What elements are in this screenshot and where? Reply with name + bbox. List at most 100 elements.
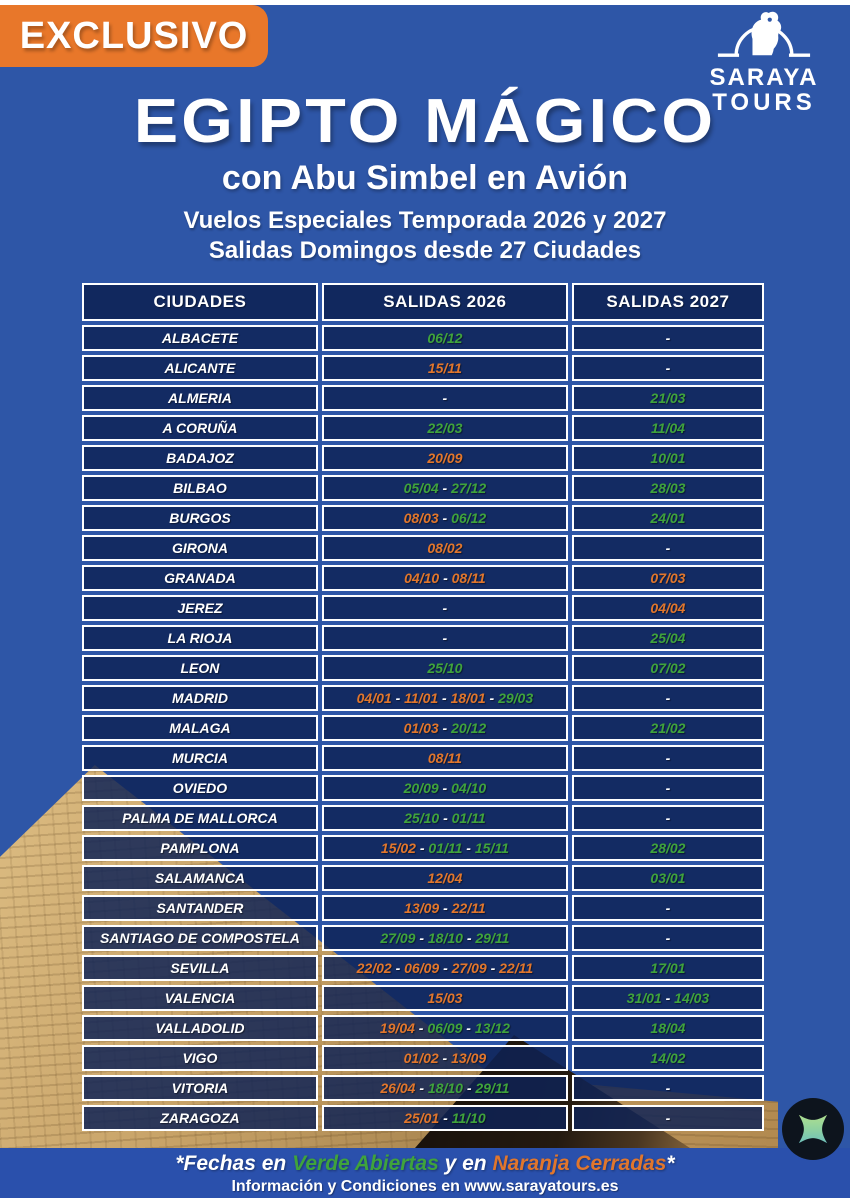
table-row: VIGO 01/02 - 13/09 14/02 (82, 1045, 764, 1071)
table-row: MURCIA 08/11 - (82, 745, 764, 771)
date-open: 14/02 (650, 1050, 686, 1066)
table-row: A CORUÑA 22/03 11/04 (82, 415, 764, 441)
city-cell: BILBAO (82, 475, 318, 501)
table-row: LEON 25/10 07/02 (82, 655, 764, 681)
schedule-rows: ALBACETE 06/12- ALICANTE 15/11- ALMERIA -21/0… (82, 325, 764, 1131)
city-cell: SANTIAGO DE COMPOSTELA (82, 925, 318, 951)
salidas-2027-cell: 04/04 (571, 595, 764, 621)
salidas-2026-cell: 26/04 - 18/10 - 29/11 (321, 1075, 568, 1101)
header-salidas-2026: SALIDAS 2026 (321, 283, 568, 321)
date-open: 22/03 (427, 420, 463, 436)
date-none: - (665, 330, 671, 346)
salidas-2027-cell: 10/01 (571, 445, 764, 471)
salidas-2027-cell: 07/02 (571, 655, 764, 681)
city-cell: LEON (82, 655, 318, 681)
date-open: 06/12 (451, 510, 487, 526)
table-row: GIRONA 08/02 - (82, 535, 764, 561)
date-separator: - (414, 1020, 428, 1036)
date-open: 13/12 (474, 1020, 510, 1036)
date-open: 25/10 (427, 660, 463, 676)
date-open: 29/03 (498, 690, 534, 706)
date-open: 11/04 (650, 420, 685, 436)
date-open: 07/02 (650, 660, 686, 676)
legend-note: *Fechas en Verde Abiertas y en Naranja C… (0, 1151, 850, 1177)
salidas-2027-cell: - (571, 355, 764, 381)
salidas-2026-cell: 08/02 (321, 535, 568, 561)
table-row: MADRID 04/01 - 11/01 - 18/01 - 29/03- (82, 685, 764, 711)
date-closed: 04/01 (356, 690, 392, 706)
salidas-2027-cell: 14/02 (571, 1045, 764, 1071)
date-closed: 11/01 (404, 690, 439, 706)
table-row: BURGOS 08/03 - 06/12 24/01 (82, 505, 764, 531)
salidas-2027-cell: 25/04 (571, 625, 764, 651)
table-row: ALICANTE 15/11 - (82, 355, 764, 381)
schedule-table: CIUDADES SALIDAS 2026 SALIDAS 2027 ALBAC… (78, 279, 768, 1135)
date-separator: - (439, 1110, 452, 1126)
date-closed: 13/09 (451, 1050, 487, 1066)
date-none: - (442, 630, 448, 646)
city-cell: MURCIA (82, 745, 318, 771)
date-open: 01/11 (428, 840, 463, 856)
date-separator: - (439, 900, 452, 916)
date-separator: - (438, 780, 452, 796)
salidas-2026-cell: 01/02 - 13/09 (321, 1045, 568, 1071)
date-separator: - (438, 720, 452, 736)
table-row: BADAJOZ 20/09 10/01 (82, 445, 764, 471)
date-closed: 15/02 (380, 840, 416, 856)
date-open: 14/03 (674, 990, 710, 1006)
date-open: 29/11 (475, 930, 510, 946)
date-none: - (442, 600, 448, 616)
sparkle-star-icon[interactable] (781, 1097, 845, 1161)
table-row: BILBAO 05/04 - 27/12 28/03 (82, 475, 764, 501)
date-closed: 26/04 (380, 1080, 416, 1096)
salidas-2026-cell: 01/03 - 20/12 (321, 715, 568, 741)
pharaoh-arch-icon (696, 7, 832, 65)
date-open: 27/12 (451, 480, 487, 496)
salidas-2027-cell: 18/04 (571, 1015, 764, 1041)
date-open: 31/01 (626, 990, 662, 1006)
city-cell: OVIEDO (82, 775, 318, 801)
city-cell: MADRID (82, 685, 318, 711)
date-closed: 01/02 (403, 1050, 439, 1066)
date-none: - (665, 360, 671, 376)
date-none: - (665, 750, 671, 766)
date-separator: - (462, 840, 475, 856)
header-ciudades: CIUDADES (82, 283, 318, 321)
date-closed: 22/02 (356, 960, 392, 976)
date-separator: - (415, 930, 428, 946)
date-closed: 06/09 (404, 960, 440, 976)
table-row: PAMPLONA 15/02 - 01/11 - 15/11 28/02 (82, 835, 764, 861)
date-open: 27/09 (380, 930, 416, 946)
date-none: - (665, 930, 671, 946)
salidas-2026-cell: 12/04 (321, 865, 568, 891)
date-closed: 22/11 (451, 900, 486, 916)
city-cell: VIGO (82, 1045, 318, 1071)
date-open: 20/12 (451, 720, 487, 736)
table-row: ALBACETE 06/12 - (82, 325, 764, 351)
salidas-2026-cell: 08/11 (321, 745, 568, 771)
city-cell: ZARAGOZA (82, 1105, 318, 1131)
city-cell: JEREZ (82, 595, 318, 621)
table-row: GRANADA 04/10 - 08/11 07/03 (82, 565, 764, 591)
salidas-2027-cell: 28/03 (571, 475, 764, 501)
date-separator: - (415, 840, 429, 856)
salidas-2026-cell: 25/10 - 01/11 (321, 805, 568, 831)
city-cell: A CORUÑA (82, 415, 318, 441)
table-row: VALENCIA 15/03 31/01 - 14/03 (82, 985, 764, 1011)
date-open: 11/10 (451, 1110, 486, 1126)
date-open: 25/04 (650, 630, 686, 646)
date-closed: 18/01 (450, 690, 486, 706)
date-closed: 04/04 (650, 600, 686, 616)
date-closed: 13/09 (404, 900, 440, 916)
salidas-2027-cell: 07/03 (571, 565, 764, 591)
salidas-2026-cell: 05/04 - 27/12 (321, 475, 568, 501)
date-open: 17/01 (650, 960, 686, 976)
brand-logo: SARAYA TOURS (696, 7, 832, 115)
date-closed: 22/11 (499, 960, 534, 976)
salidas-2026-cell: 25/01 - 11/10 (321, 1105, 568, 1131)
brand-sub: TOURS (712, 89, 816, 116)
salidas-2026-cell: 15/11 (321, 355, 568, 381)
city-cell: PAMPLONA (82, 835, 318, 861)
date-open: 20/09 (403, 780, 439, 796)
